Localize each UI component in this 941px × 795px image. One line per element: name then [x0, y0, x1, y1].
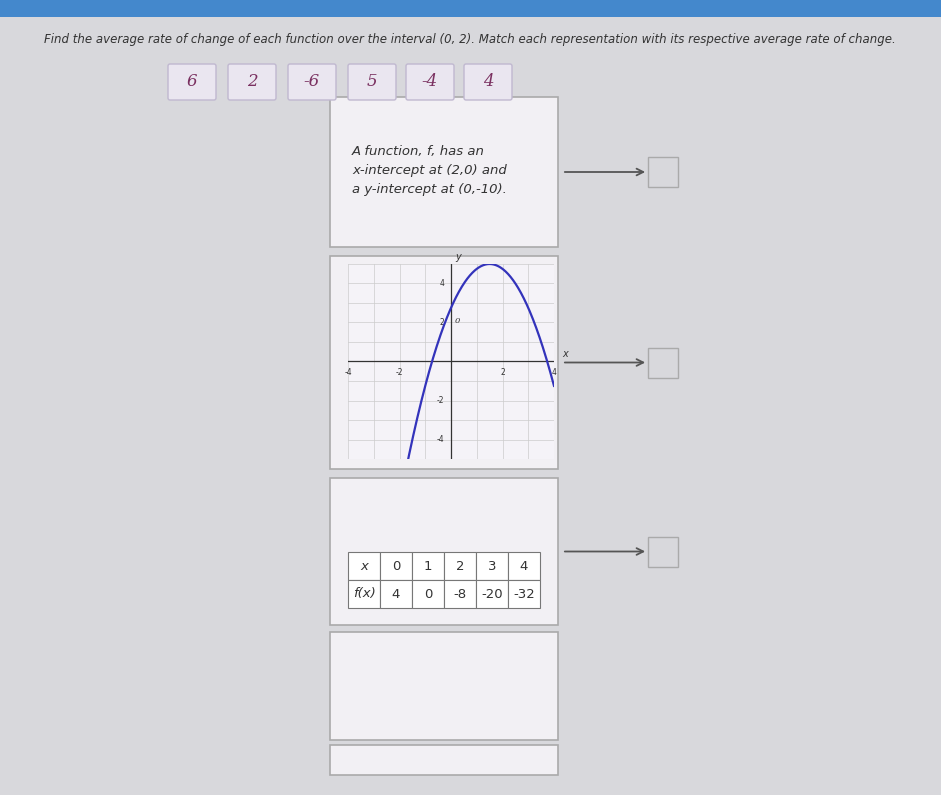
Text: -2: -2 — [437, 396, 444, 405]
Text: 2: 2 — [455, 560, 464, 572]
Text: 0: 0 — [455, 316, 460, 324]
Text: A function, f, has an: A function, f, has an — [352, 145, 485, 158]
Text: a y-intercept at (0,-10).: a y-intercept at (0,-10). — [352, 183, 507, 196]
FancyBboxPatch shape — [406, 64, 454, 100]
Text: -4: -4 — [344, 368, 352, 378]
Text: Find the average rate of change of each function over the interval (0, 2). Match: Find the average rate of change of each … — [44, 33, 896, 46]
Text: 4: 4 — [391, 588, 400, 600]
Text: -6: -6 — [304, 73, 320, 91]
Bar — [0, 0, 941, 17]
Bar — [380, 580, 412, 608]
Text: 1: 1 — [423, 560, 432, 572]
Text: 2: 2 — [500, 368, 505, 378]
Text: -4: -4 — [422, 73, 439, 91]
Text: 2: 2 — [439, 318, 444, 327]
Text: y: y — [455, 252, 460, 262]
Bar — [648, 157, 678, 187]
Bar — [476, 552, 508, 580]
Text: -8: -8 — [454, 588, 467, 600]
Text: -4: -4 — [437, 435, 444, 444]
Text: -20: -20 — [481, 588, 502, 600]
Text: 2: 2 — [247, 73, 257, 91]
FancyBboxPatch shape — [288, 64, 336, 100]
Text: x: x — [360, 560, 368, 572]
Text: f(x): f(x) — [353, 588, 375, 600]
Bar — [476, 580, 508, 608]
Text: 4: 4 — [519, 560, 528, 572]
Bar — [412, 580, 444, 608]
Bar — [348, 580, 380, 608]
Bar — [330, 632, 558, 740]
Bar — [380, 552, 412, 580]
Text: 0: 0 — [423, 588, 432, 600]
Bar — [648, 537, 678, 567]
Text: -2: -2 — [396, 368, 404, 378]
Bar — [412, 552, 444, 580]
Bar — [444, 580, 476, 608]
FancyBboxPatch shape — [228, 64, 276, 100]
Text: 5: 5 — [367, 73, 377, 91]
Text: 6: 6 — [186, 73, 198, 91]
Text: 4: 4 — [439, 279, 444, 288]
Bar — [648, 347, 678, 378]
FancyBboxPatch shape — [168, 64, 216, 100]
Bar — [330, 256, 558, 469]
Bar — [508, 580, 540, 608]
Bar — [330, 745, 558, 775]
Text: 3: 3 — [487, 560, 496, 572]
Text: x: x — [563, 348, 568, 359]
Bar — [330, 478, 558, 625]
Text: -32: -32 — [513, 588, 534, 600]
Bar — [348, 552, 380, 580]
Text: 4: 4 — [483, 73, 493, 91]
FancyBboxPatch shape — [348, 64, 396, 100]
Text: 4: 4 — [551, 368, 556, 378]
Text: 0: 0 — [391, 560, 400, 572]
FancyBboxPatch shape — [464, 64, 512, 100]
Bar — [508, 552, 540, 580]
Text: x-intercept at (2,0) and: x-intercept at (2,0) and — [352, 164, 507, 177]
Bar — [444, 552, 476, 580]
Bar — [330, 97, 558, 247]
